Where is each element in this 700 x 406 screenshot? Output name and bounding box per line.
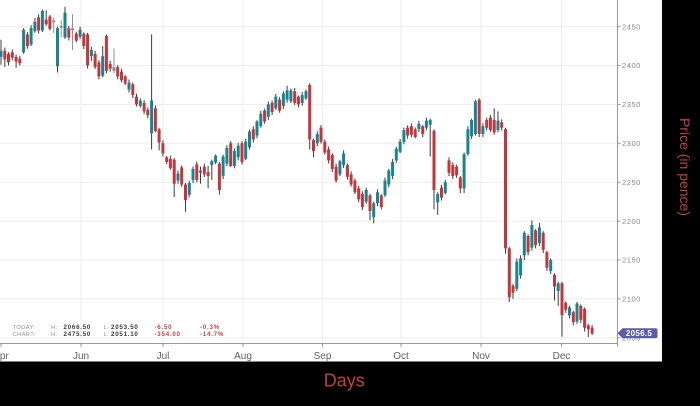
svg-text:-14.7%: -14.7% xyxy=(200,331,224,338)
svg-text:2053.50: 2053.50 xyxy=(111,324,139,331)
svg-text:2066.50: 2066.50 xyxy=(64,324,92,331)
svg-text:2051.10: 2051.10 xyxy=(111,331,139,338)
svg-text:2150: 2150 xyxy=(622,256,641,265)
svg-text:2300: 2300 xyxy=(622,139,641,148)
svg-text:Nov: Nov xyxy=(472,351,490,362)
svg-text:Days: Days xyxy=(324,370,365,390)
svg-text:2350: 2350 xyxy=(622,100,641,109)
svg-text:Jul: Jul xyxy=(157,351,170,362)
svg-text:L:: L: xyxy=(104,332,110,338)
svg-text:2400: 2400 xyxy=(622,61,641,70)
svg-text:-0.3%: -0.3% xyxy=(200,324,220,331)
svg-text:2100: 2100 xyxy=(622,295,641,304)
svg-text:-6.50: -6.50 xyxy=(155,324,173,331)
svg-text:Sep: Sep xyxy=(314,351,332,362)
svg-text:Aug: Aug xyxy=(234,351,252,362)
svg-text:Jun: Jun xyxy=(73,351,89,362)
svg-text:L:: L: xyxy=(104,325,110,331)
svg-text:2250: 2250 xyxy=(622,178,641,187)
svg-text:Apr: Apr xyxy=(0,351,9,362)
svg-text:2056.5: 2056.5 xyxy=(626,329,653,338)
svg-text:Price (in pence): Price (in pence) xyxy=(677,118,693,216)
svg-text:CHART:: CHART: xyxy=(13,332,36,338)
svg-text:Oct: Oct xyxy=(393,351,409,362)
svg-text:2450: 2450 xyxy=(622,22,641,31)
svg-text:-354.00: -354.00 xyxy=(155,331,181,338)
svg-text:2475.50: 2475.50 xyxy=(64,331,92,338)
svg-text:H:: H: xyxy=(51,332,57,338)
svg-text:2200: 2200 xyxy=(622,217,641,226)
svg-text:Dec: Dec xyxy=(553,351,571,362)
svg-text:TODAY:: TODAY: xyxy=(13,325,36,331)
svg-text:H:: H: xyxy=(51,325,57,331)
